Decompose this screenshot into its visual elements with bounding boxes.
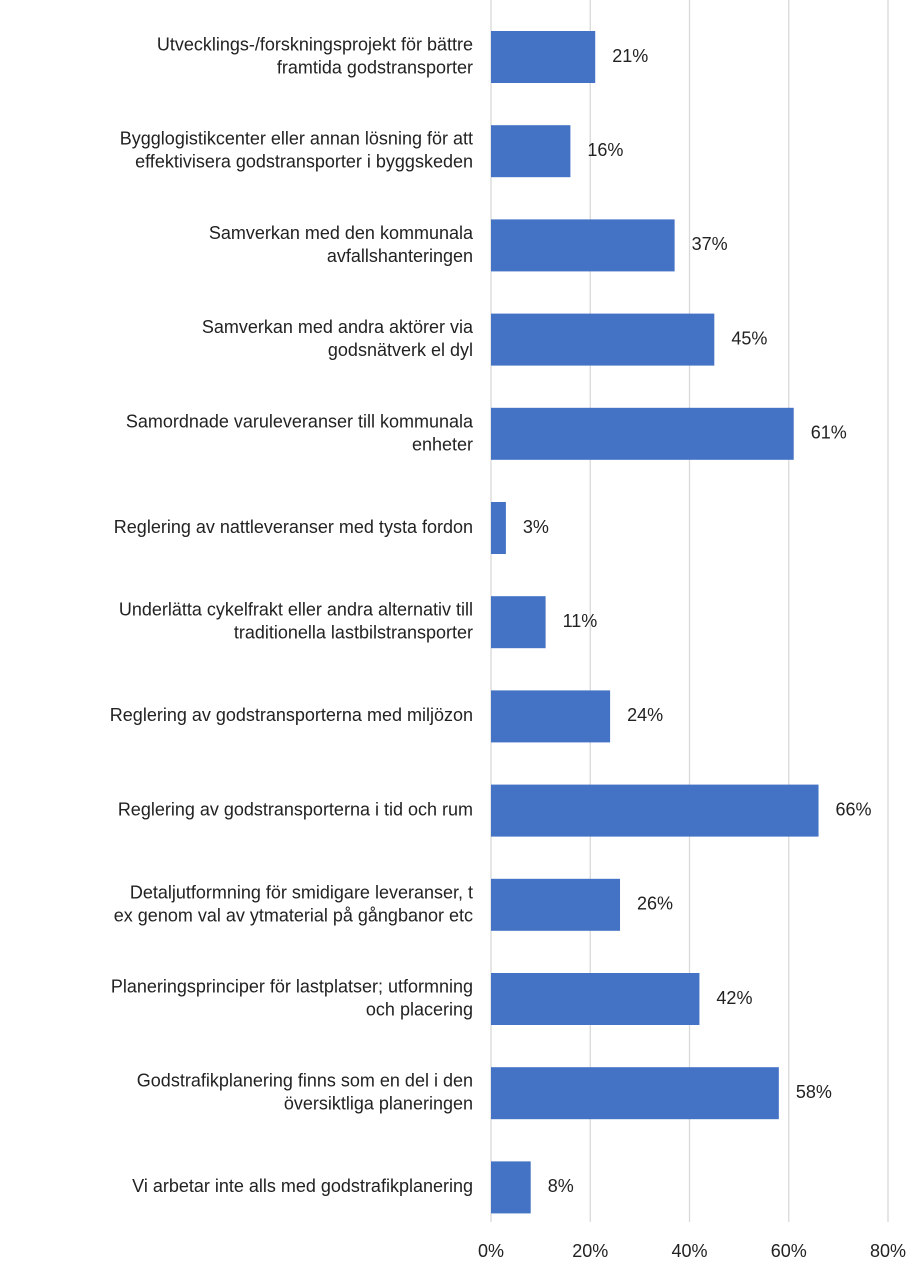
bar [491,596,546,649]
data-label: 21% [612,46,648,66]
y-tick-label: Samverkan med andra aktörer via godsnätve… [202,317,474,360]
y-tick-label: Planeringsprinciper för lastplatser; utf… [111,976,473,1019]
bar [491,125,571,178]
bar [491,502,506,554]
y-tick-label: Utvecklings-/forskningsprojekt för bättr… [157,34,473,77]
bar [491,1161,531,1214]
bar [491,1067,779,1120]
data-label: 3% [523,517,549,537]
data-label: 61% [811,423,847,443]
bar [491,313,715,366]
bar [491,407,794,460]
y-tick-label: Reglering av nattleveranser med tysta fo… [114,517,473,537]
y-tick-label: Reglering av godstransporterna med miljö… [110,705,473,725]
data-label: 37% [692,234,728,254]
bar [491,31,596,83]
y-tick-label: Samordnade varuleveranser till kommunala… [126,411,474,454]
data-label: 42% [716,988,752,1008]
bar [491,878,621,931]
y-tick-label: Bygglogistikcenter eller annan lösning f… [120,128,473,171]
y-tick-label: Underlätta cykelfrakt eller andra altern… [119,599,473,642]
bar [491,690,611,743]
data-label: 24% [627,705,663,725]
x-tick-label: 60% [771,1241,807,1261]
data-label: 45% [731,328,767,348]
data-label: 58% [796,1082,832,1102]
bar [491,219,675,272]
y-tick-label: Detaljutformning för smidigare leveranse… [114,882,473,925]
y-tick-label: Godstrafikplanering finns som en del i d… [137,1070,473,1113]
data-label: 11% [563,611,598,631]
data-label: 8% [548,1176,574,1196]
y-tick-label: Reglering av godstransporterna i tid och… [118,799,473,819]
x-tick-label: 40% [671,1241,707,1261]
x-tick-label: 0% [478,1241,504,1261]
bar [491,784,819,837]
x-tick-label: 80% [870,1241,906,1261]
y-tick-label: Samverkan med den kommunala avfallshanter… [209,223,474,266]
y-tick-label: Vi arbetar inte alls med godstrafikplane… [132,1176,473,1196]
data-label: 66% [836,799,872,819]
x-tick-label: 20% [572,1241,608,1261]
data-label: 16% [587,140,623,160]
data-label: 26% [637,894,673,914]
bar [491,973,700,1025]
